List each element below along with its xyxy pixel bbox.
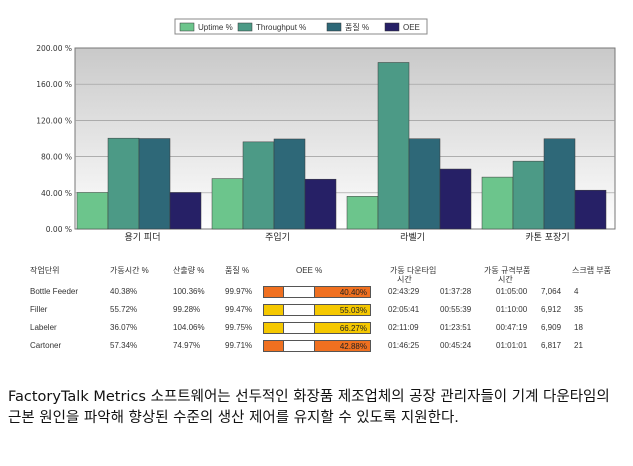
metrics-table: 작업단위 가동시간 % 산출량 % 품질 % OEE % 가동 다운타임 시간 … — [30, 262, 620, 362]
header-quality: 품질 % — [225, 266, 250, 275]
x-category-label: 용기 피더 — [125, 232, 161, 243]
oee-meter-rest — [309, 341, 370, 351]
legend-swatch — [326, 22, 342, 32]
oee-meter-gap — [283, 323, 315, 333]
table-cell-unit: Filler — [30, 305, 48, 314]
legend-swatch — [384, 22, 400, 32]
table-cell-uptime: 40.38% — [110, 287, 138, 296]
bar — [408, 138, 441, 230]
oee-meter: 66.27% — [263, 322, 371, 334]
y-tick-label: 80.00 % — [41, 153, 72, 162]
oee-value: 40.40% — [339, 288, 367, 297]
bar — [76, 192, 109, 230]
table-cell-run: 02:43:29 — [388, 287, 420, 296]
figure-caption: FactoryTalk Metrics 소프트웨어는 선두적인 화장품 제조업체… — [8, 389, 610, 426]
header-scrap: 스크랩 부품 — [572, 266, 612, 275]
table-cell-uptime: 55.72% — [110, 305, 138, 314]
bar — [512, 160, 545, 230]
table-cell-run: 02:05:41 — [388, 305, 420, 314]
bar — [543, 138, 576, 230]
legend-label: OEE — [403, 23, 420, 32]
table-cell-unit: Labeler — [30, 323, 57, 332]
table-cell-scrap: 4 — [574, 287, 579, 296]
table-cell-std: 01:10:00 — [496, 305, 528, 314]
oee-value: 55.03% — [339, 306, 367, 315]
y-tick-label: 0.00 % — [46, 225, 72, 234]
oee-meter-gap — [283, 287, 315, 297]
table-cell-run: 01:46:25 — [388, 341, 420, 350]
oee-meter-rest — [322, 305, 370, 315]
oee-meter: 40.40% — [263, 286, 371, 298]
header-oee: OEE % — [296, 266, 323, 275]
table-cell-throughput: 104.06% — [173, 323, 205, 332]
y-tick-label: 200.00 % — [36, 44, 72, 53]
bar — [107, 137, 140, 230]
table-cell-std: 01:01:01 — [496, 341, 528, 350]
x-category-label: 주입기 — [265, 231, 290, 243]
bar — [211, 178, 244, 230]
table-cell-unit: Cartoner — [30, 341, 62, 350]
table-cell-scrap: 35 — [574, 305, 583, 314]
oee-meter-rest — [334, 323, 370, 333]
table-cell-down: 01:23:51 — [440, 323, 472, 332]
table-cell-std: 01:05:00 — [496, 287, 528, 296]
table-cell-good: 6,912 — [541, 305, 562, 314]
header-downtime-b: 시간 — [397, 275, 412, 284]
oee-bar-chart: Uptime % Throughput % 품질 % OEE 200.00 % 160.… — [36, 18, 616, 243]
bar — [304, 178, 337, 230]
table-cell-quality: 99.75% — [225, 323, 253, 332]
y-tick-label: 40.00 % — [41, 189, 72, 198]
table-cell-quality: 99.97% — [225, 287, 253, 296]
header-std-b: 시간 — [498, 275, 513, 284]
bar — [242, 141, 275, 230]
oee-meter: 42.88% — [263, 340, 371, 352]
table-cell-throughput: 74.97% — [173, 341, 201, 350]
legend-label: Uptime % — [198, 23, 233, 32]
bar — [273, 138, 306, 230]
table-cell-quality: 99.47% — [225, 305, 253, 314]
header-throughput: 산출량 % — [173, 266, 205, 275]
table-cell-uptime: 36.07% — [110, 323, 138, 332]
table-cell-down: 00:45:24 — [440, 341, 472, 350]
table-cell-std: 00:47:19 — [496, 323, 528, 332]
table-cell-throughput: 99.28% — [173, 305, 201, 314]
header-downtime-a: 가동 다운타임 — [390, 266, 437, 275]
y-tick-label: 160.00 % — [36, 80, 72, 89]
table-cell-down: 01:37:28 — [440, 287, 472, 296]
legend-label: Throughput % — [256, 23, 306, 32]
bar — [574, 189, 607, 230]
legend-label: 품질 % — [345, 23, 369, 32]
x-category-label: 카톤 포장기 — [525, 232, 569, 243]
table-cell-scrap: 18 — [574, 323, 583, 332]
table-cell-down: 00:55:39 — [440, 305, 472, 314]
oee-meter: 55.03% — [263, 304, 371, 316]
header-uptime: 가동시간 % — [110, 266, 149, 275]
table-cell-good: 6,909 — [541, 323, 562, 332]
x-category-label: 라벨기 — [400, 232, 425, 243]
y-tick-label: 120.00 % — [36, 116, 72, 125]
oee-meter-rest — [307, 287, 370, 297]
header-std-a: 가동 규격부품 — [484, 266, 531, 275]
legend-swatch — [179, 22, 195, 32]
table-cell-unit: Bottle Feeder — [30, 287, 79, 296]
bar — [439, 168, 472, 230]
bar — [481, 176, 514, 230]
legend-swatch — [237, 22, 253, 32]
table-cell-scrap: 21 — [574, 341, 583, 350]
bar — [138, 138, 171, 230]
table-cell-good: 7,064 — [541, 287, 562, 296]
bar — [346, 196, 379, 230]
table-cell-throughput: 100.36% — [173, 287, 205, 296]
oee-value: 66.27% — [339, 324, 367, 333]
oee-meter-gap — [283, 341, 315, 351]
table-cell-uptime: 57.34% — [110, 341, 138, 350]
table-cell-good: 6,817 — [541, 341, 562, 350]
bar — [377, 62, 410, 230]
oee-meter-gap — [283, 305, 315, 315]
header-unit: 작업단위 — [30, 266, 60, 275]
oee-value: 42.88% — [339, 342, 367, 351]
table-cell-run: 02:11:09 — [388, 323, 419, 332]
table-cell-quality: 99.71% — [225, 341, 253, 350]
bar — [169, 192, 202, 230]
